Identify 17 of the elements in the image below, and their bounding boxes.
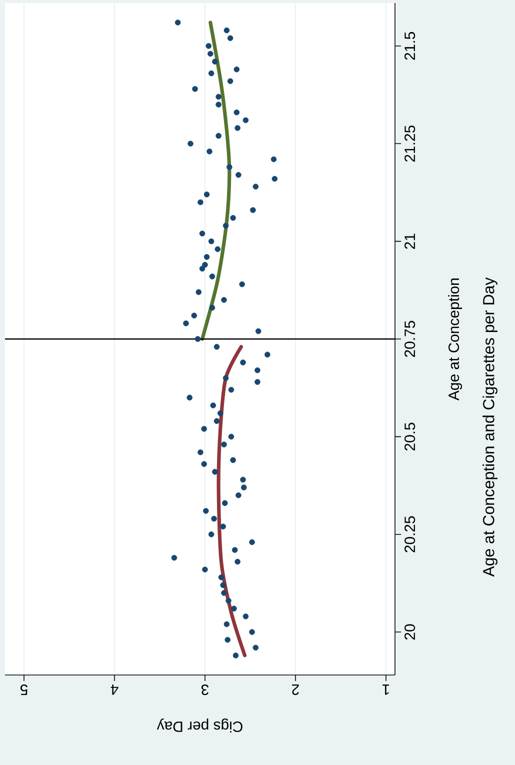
x-tick-label: 4 [110,684,118,695]
y-tick-label: 21.25 [404,126,416,162]
text: Age at Conception and Cigarettes per Day [482,277,498,577]
x-axis-title: Cigs per Day [156,718,242,732]
y-tick-label: 20.5 [404,422,416,450]
line-series [216,345,247,658]
y-tick-label: 20.75 [404,320,416,357]
x-tick-label: 3 [201,684,209,696]
y-tick-label: 21.5 [404,32,416,60]
x-tick-label: 5 [20,684,28,695]
y-axis-title: Age at Conception [448,278,462,400]
y-tick-label: 20.25 [404,516,416,552]
line-series [200,20,232,341]
y-tick-label: 21 [404,234,415,249]
x-tick-label: 1 [382,684,389,695]
x-tick-label: 2 [292,684,299,695]
y-tick-label: 20 [404,624,416,640]
